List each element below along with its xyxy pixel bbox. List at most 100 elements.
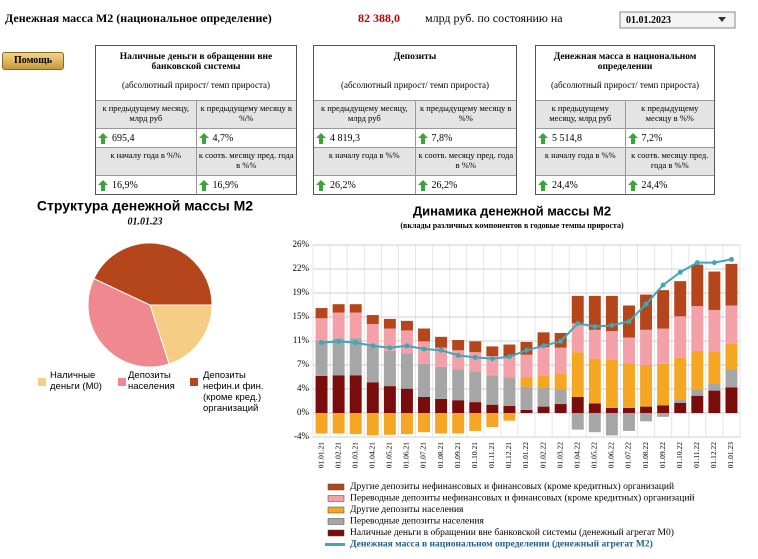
bar-segment <box>605 331 618 360</box>
x-tick-label: 01.10.21 <box>470 442 479 469</box>
x-tick-label: 01.07.22 <box>624 442 633 469</box>
card-label: к предыдущему месяцу, млрд руб <box>549 103 612 123</box>
bar-segment <box>332 338 345 376</box>
card-subtitle: (абсолютный прирост/ темп прироста) <box>340 80 490 90</box>
up-arrow <box>538 179 548 191</box>
arrow-shape <box>198 132 209 144</box>
bar-segment <box>708 309 721 352</box>
x-tick-label: 01.05.21 <box>385 442 394 469</box>
legend-label: Переводные депозиты нефинансовых и финан… <box>350 493 695 504</box>
help-button[interactable]: Помощь <box>2 52 64 70</box>
bar-segment <box>452 350 465 370</box>
card-value-cell: 26,2% <box>414 176 517 194</box>
card-value-cell: 695,4 <box>96 129 196 147</box>
bar-segment <box>674 357 687 400</box>
up-arrow <box>627 132 638 144</box>
card-value-cell: 26,2% <box>314 176 415 194</box>
bar-segment <box>435 366 448 399</box>
card-label-cell: к соотв. месяцу пред. года в %% <box>195 148 296 175</box>
x-tick-label: 01.06.22 <box>607 442 616 469</box>
line-marker <box>387 345 393 351</box>
legend-swatch <box>327 495 345 502</box>
card-row: 16,9% 16,9% <box>96 175 296 194</box>
card-row: к предыдущему месяцу, млрд руб к предыдущ… <box>314 100 516 128</box>
bar-segment <box>640 365 653 407</box>
bar-segment <box>486 346 499 357</box>
card-label: к предыдущему месяцу, млрд руб <box>320 103 408 123</box>
bar-segment <box>571 323 584 353</box>
bar-segment <box>469 402 482 413</box>
bar-segment <box>623 337 635 364</box>
card-value: 26,2% <box>431 179 458 191</box>
bar-segment <box>537 375 550 388</box>
bar-segment <box>349 413 362 435</box>
bar-segment <box>400 353 413 389</box>
header-title: Денежная масса М2 (национальное определе… <box>5 11 272 25</box>
legend-label: Денежная масса в национальном определени… <box>350 539 653 550</box>
line-marker <box>370 343 376 349</box>
card-value: 16,9% <box>112 179 138 191</box>
bar-segment <box>486 404 499 413</box>
line-marker <box>728 256 734 262</box>
legend-swatch <box>118 378 126 386</box>
bar-segment <box>537 387 550 407</box>
line-marker <box>489 356 495 362</box>
line-marker <box>609 322 615 328</box>
bar-segment <box>708 271 721 310</box>
up-arrow <box>417 179 428 191</box>
bar-segment <box>537 406 550 413</box>
line-marker <box>694 260 700 266</box>
bar-segment <box>435 336 448 348</box>
bar-segment <box>452 413 465 434</box>
bar-segment <box>691 395 704 413</box>
card-value: 16,9% <box>212 179 239 191</box>
card-value-cell: 5 514,8 <box>536 129 625 147</box>
card-value-cell: 16,9% <box>195 176 297 194</box>
card-row: 695,4 4,7% <box>96 128 296 147</box>
bar-segment <box>315 318 328 341</box>
date-select[interactable] <box>619 11 736 29</box>
y-tick-label: 4% <box>297 383 310 393</box>
x-tick-label: 01.03.21 <box>350 442 359 469</box>
card-row: к предыдущему месяцу, млрд руб к предыдущ… <box>96 100 296 128</box>
x-tick-label: 01.10.22 <box>675 442 684 469</box>
bar-segment <box>708 383 721 391</box>
card-value: 24,4% <box>641 179 668 191</box>
card-label-cell: к началу года в %% <box>536 148 625 175</box>
bar-segment <box>588 295 601 330</box>
bar-segment <box>469 341 482 353</box>
card-value-cell: 4,7% <box>195 129 297 147</box>
bar-segment <box>503 344 516 357</box>
bar-segment <box>674 316 687 358</box>
card-label-cell: к соотв. месяцу пред. года в %% <box>414 148 516 175</box>
line-marker <box>524 347 529 353</box>
legend-swatch <box>190 378 198 386</box>
bar-segment <box>725 369 738 388</box>
bar-segment <box>349 304 362 313</box>
x-tick-label: 01.05.22 <box>590 442 599 469</box>
line-marker <box>421 346 427 352</box>
x-tick-label: 01.04.21 <box>367 442 376 469</box>
card-label: к началу года в %% <box>328 150 400 160</box>
card: Депозиты (абсолютный прирост/ темп прирос… <box>313 45 517 195</box>
x-tick-label: 01.06.21 <box>402 442 411 469</box>
bar-segment <box>349 312 362 339</box>
bar-segment <box>588 358 601 404</box>
card-label: к соотв. месяцу пред. года в %% <box>198 150 294 170</box>
legend-swatch <box>327 483 345 491</box>
line-marker <box>472 354 478 360</box>
arrow-shape <box>98 179 108 191</box>
line-marker <box>541 343 547 349</box>
x-tick-label: 01.11.21 <box>487 442 496 468</box>
bar-segment <box>588 403 601 413</box>
bar-segment <box>486 375 499 405</box>
arrow-shape <box>198 179 209 191</box>
card-subtitle: (абсолютный прирост/ темп прироста) <box>121 80 271 90</box>
bar-segment <box>605 295 618 332</box>
bar-segment <box>520 377 533 387</box>
line-marker <box>711 260 717 266</box>
bar-segment <box>623 363 635 408</box>
bar-segment <box>537 332 550 348</box>
card-value: 4,7% <box>212 132 234 144</box>
bar-segment <box>571 397 584 413</box>
